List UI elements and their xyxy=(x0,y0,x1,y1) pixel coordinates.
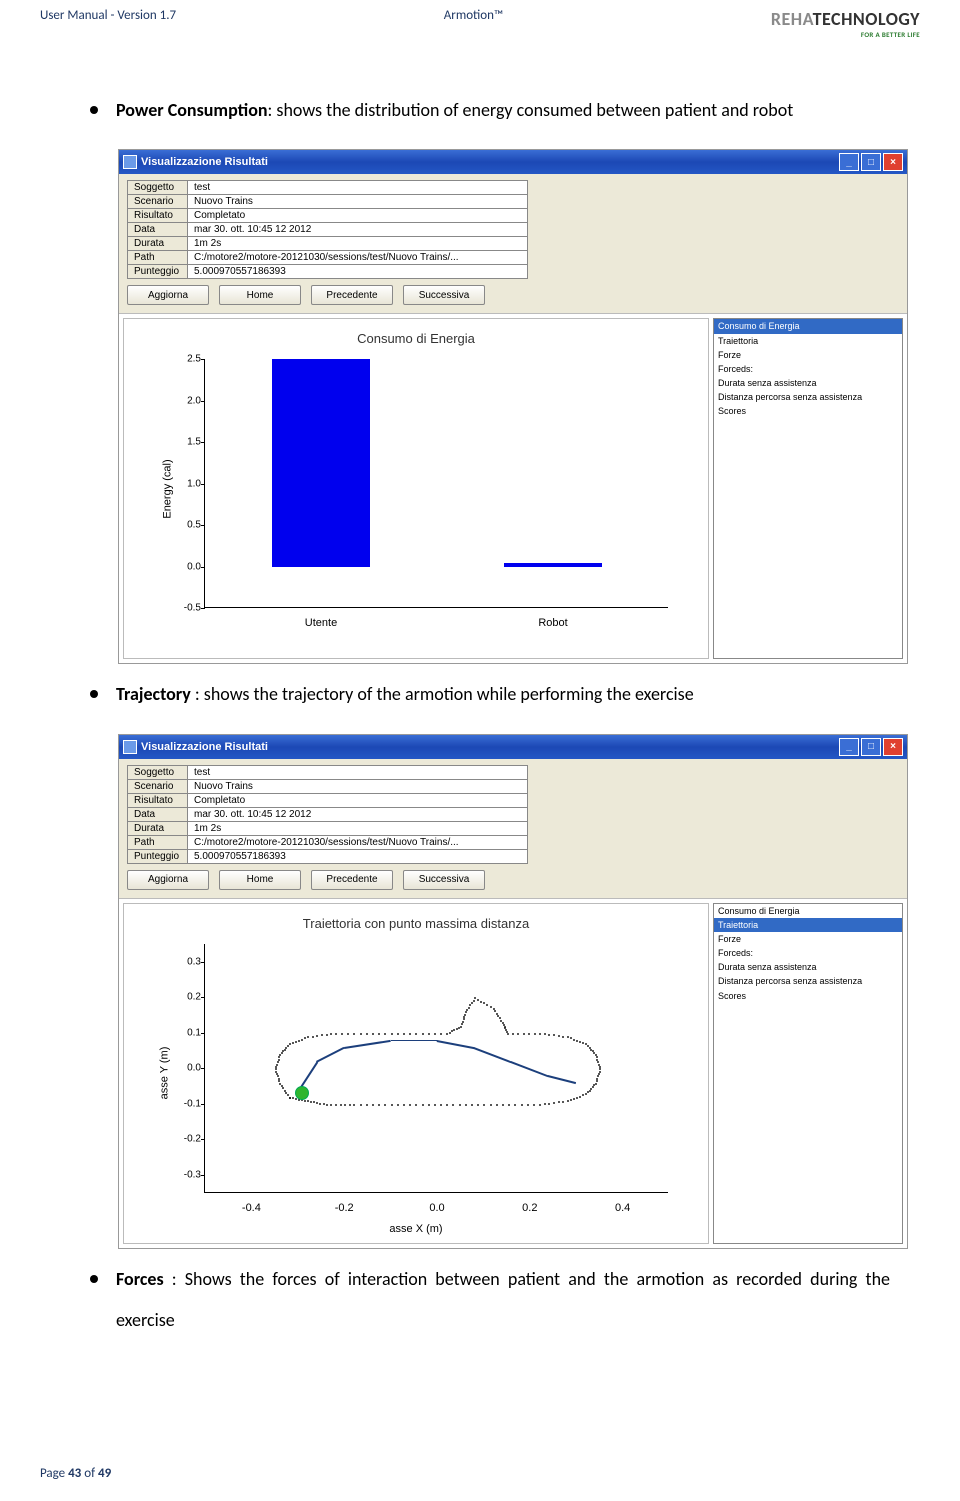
list-item[interactable]: Distanza percorsa senza assistenza xyxy=(714,974,902,988)
bullet-icon xyxy=(90,1275,98,1283)
button-row: Aggiorna Home Precedente Successiva xyxy=(127,285,899,305)
list-item[interactable]: Forze xyxy=(714,932,902,946)
metrics-list[interactable]: Consumo di EnergiaTraiettoriaForzeForced… xyxy=(713,903,903,1244)
metrics-list[interactable]: Consumo di EnergiaTraiettoriaForzeForced… xyxy=(713,318,903,659)
bullet-icon xyxy=(90,690,98,698)
prev-button[interactable]: Precedente xyxy=(311,870,393,890)
home-button[interactable]: Home xyxy=(219,285,301,305)
page-header: User Manual - Version 1.7 Armotion™ REHA… xyxy=(40,0,920,60)
header-left: User Manual - Version 1.7 xyxy=(40,8,176,23)
bullet-forces: Forces : Shows the forces of interaction… xyxy=(90,1259,890,1342)
app-icon xyxy=(123,155,137,169)
close-button[interactable]: × xyxy=(883,153,903,171)
header-center: Armotion™ xyxy=(444,8,503,23)
list-item[interactable]: Durata senza assistenza xyxy=(714,960,902,974)
close-button[interactable]: × xyxy=(883,738,903,756)
chart-trajectory: Traiettoria con punto massima distanza a… xyxy=(123,903,709,1244)
max-distance-point xyxy=(295,1086,309,1100)
refresh-button[interactable]: Aggiorna xyxy=(127,285,209,305)
refresh-button[interactable]: Aggiorna xyxy=(127,870,209,890)
list-item[interactable]: Forze xyxy=(714,348,902,362)
bullet-trajectory: Trajectory : shows the trajectory of the… xyxy=(90,674,890,715)
list-item[interactable]: Distanza percorsa senza assistenza xyxy=(714,390,902,404)
chart-energy: Consumo di Energia Energy (cal) -0.50.00… xyxy=(123,318,709,659)
titlebar: Visualizzazione Risultati _ □ × xyxy=(119,150,907,174)
screenshot-trajectory: Visualizzazione Risultati _ □ × Soggetto… xyxy=(118,734,908,1249)
screenshot-energy: Visualizzazione Risultati _ □ × Soggetto… xyxy=(118,149,908,664)
next-button[interactable]: Successiva xyxy=(403,285,485,305)
prev-button[interactable]: Precedente xyxy=(311,285,393,305)
app-icon xyxy=(123,740,137,754)
logo: REHATECHNOLOGY FOR A BETTER LIFE xyxy=(771,8,920,39)
info-table: Soggettotest ScenarioNuovo Trains Risult… xyxy=(127,765,528,864)
next-button[interactable]: Successiva xyxy=(403,870,485,890)
maximize-button[interactable]: □ xyxy=(861,738,881,756)
minimize-button[interactable]: _ xyxy=(839,153,859,171)
list-item[interactable]: Traiettoria xyxy=(714,918,902,932)
button-row: Aggiorna Home Precedente Successiva xyxy=(127,870,899,890)
bullet-icon xyxy=(90,106,98,114)
list-item[interactable]: Durata senza assistenza xyxy=(714,376,902,390)
list-item[interactable]: Consumo di Energia xyxy=(714,904,902,918)
titlebar: Visualizzazione Risultati _ □ × xyxy=(119,735,907,759)
list-item[interactable]: Forceds: xyxy=(714,362,902,376)
minimize-button[interactable]: _ xyxy=(839,738,859,756)
list-item[interactable]: Forceds: xyxy=(714,946,902,960)
list-item[interactable]: Consumo di Energia xyxy=(714,319,902,333)
bullet-power: Power Consumption: shows the distributio… xyxy=(90,90,890,131)
list-item[interactable]: Scores xyxy=(714,404,902,418)
list-item[interactable]: Scores xyxy=(714,989,902,1003)
list-item[interactable]: Traiettoria xyxy=(714,334,902,348)
window-title: Visualizzazione Risultati xyxy=(141,741,839,753)
window-title: Visualizzazione Risultati xyxy=(141,156,839,168)
info-table: Soggettotest ScenarioNuovo Trains Risult… xyxy=(127,180,528,279)
home-button[interactable]: Home xyxy=(219,870,301,890)
page-footer: Page 43 of 49 xyxy=(40,1466,111,1481)
maximize-button[interactable]: □ xyxy=(861,153,881,171)
